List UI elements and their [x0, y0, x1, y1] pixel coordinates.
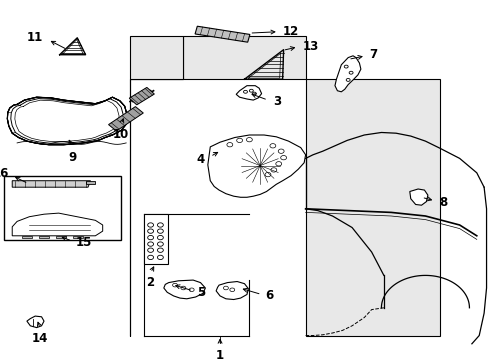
Polygon shape — [39, 236, 49, 238]
Polygon shape — [12, 181, 90, 187]
Text: 10: 10 — [113, 128, 129, 141]
Text: 14: 14 — [32, 332, 48, 345]
Polygon shape — [108, 107, 143, 131]
Polygon shape — [236, 86, 261, 100]
Polygon shape — [85, 181, 95, 184]
Polygon shape — [73, 236, 83, 238]
Polygon shape — [129, 36, 439, 336]
Polygon shape — [334, 56, 360, 92]
Polygon shape — [409, 189, 427, 205]
Polygon shape — [12, 213, 102, 236]
Polygon shape — [56, 236, 66, 238]
Polygon shape — [216, 282, 248, 300]
Polygon shape — [163, 280, 205, 299]
Text: 13: 13 — [302, 40, 318, 53]
Polygon shape — [22, 236, 32, 238]
Text: 4: 4 — [196, 153, 204, 166]
Text: 8: 8 — [438, 196, 447, 209]
Text: 3: 3 — [272, 95, 281, 108]
Text: 2: 2 — [146, 276, 154, 289]
Text: 9: 9 — [68, 151, 76, 164]
Polygon shape — [129, 36, 183, 79]
Polygon shape — [195, 26, 249, 42]
Text: 5: 5 — [196, 286, 204, 299]
Polygon shape — [27, 316, 44, 328]
Polygon shape — [207, 135, 305, 197]
Text: 1: 1 — [216, 349, 224, 360]
Bar — [4, 176, 121, 240]
Text: 7: 7 — [368, 48, 377, 61]
Text: 15: 15 — [76, 237, 92, 249]
Text: 16: 16 — [0, 167, 9, 180]
Text: 6: 6 — [264, 289, 273, 302]
Text: 12: 12 — [282, 25, 298, 38]
Text: 11: 11 — [27, 31, 43, 44]
Polygon shape — [129, 87, 154, 105]
Bar — [144, 214, 167, 264]
